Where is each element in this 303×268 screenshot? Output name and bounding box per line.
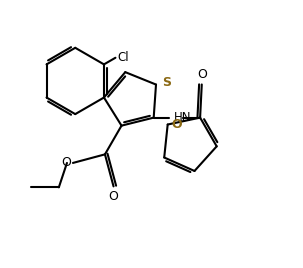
Text: O: O: [62, 157, 71, 169]
Text: O: O: [172, 118, 182, 131]
Text: O: O: [197, 68, 207, 81]
Text: S: S: [162, 76, 171, 90]
Text: O: O: [108, 190, 118, 203]
Text: HN: HN: [174, 111, 191, 124]
Text: Cl: Cl: [117, 51, 129, 64]
